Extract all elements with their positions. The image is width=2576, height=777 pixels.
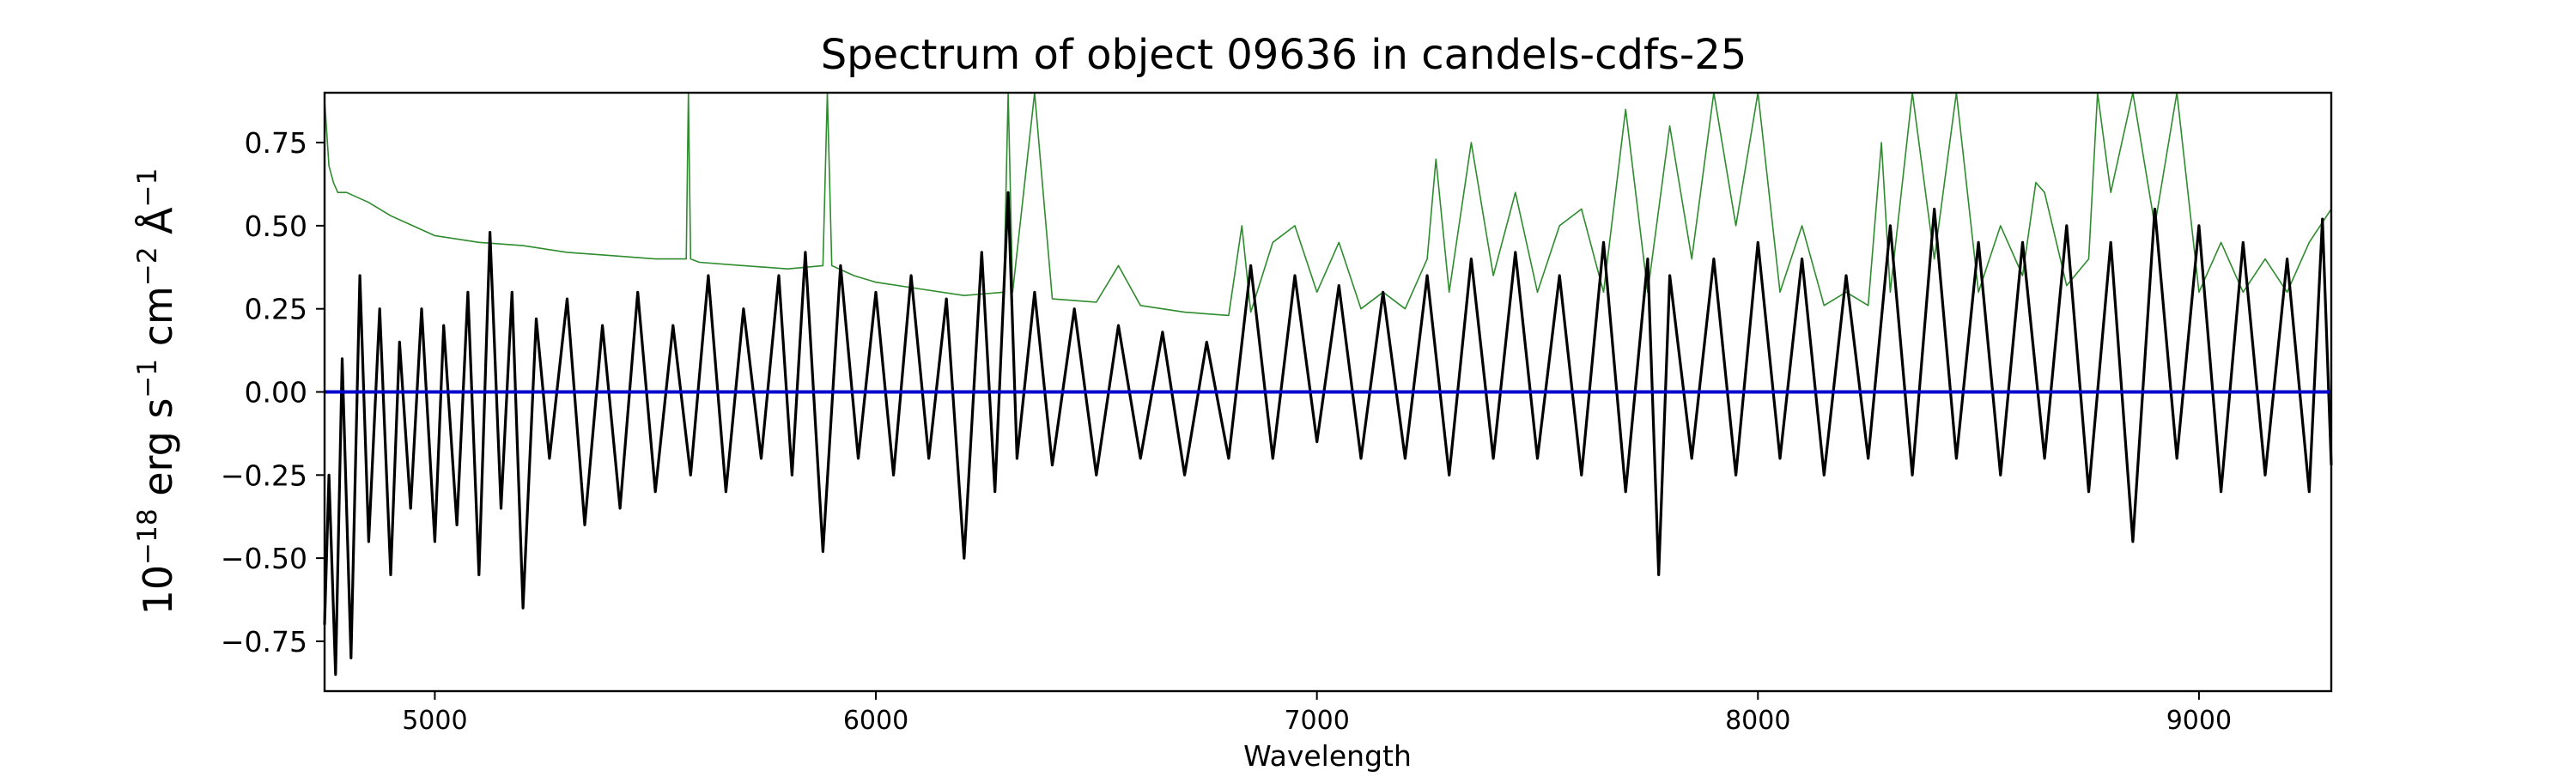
y-tick-label: 0.00 bbox=[245, 376, 307, 410]
x-ticks: 5000 6000 7000 8000 9000 bbox=[402, 691, 2232, 736]
y-tick-label: 0.75 bbox=[245, 126, 307, 160]
x-tick-label: 6000 bbox=[843, 706, 908, 736]
y-label-unit-erg-s: erg s bbox=[135, 398, 181, 509]
x-tick-label: 5000 bbox=[402, 706, 467, 736]
y-ticks: 0.75 0.50 0.25 0.00 −0.25 −0.50 −0.75 bbox=[221, 126, 325, 659]
y-tick-label: −0.25 bbox=[221, 458, 307, 492]
y-tick-label: 0.25 bbox=[245, 293, 307, 326]
y-tick-label: −0.50 bbox=[221, 542, 307, 575]
y-label-exp-1: −18 bbox=[132, 508, 163, 564]
x-tick-label: 9000 bbox=[2166, 706, 2232, 736]
chart-title: Spectrum of object 09636 in candels-cdfs… bbox=[821, 31, 1747, 79]
error-series-line bbox=[324, 92, 2332, 317]
x-axis-label: Wavelength bbox=[1243, 739, 1412, 773]
y-label-exp-4: −1 bbox=[132, 168, 163, 208]
y-label-base: 10 bbox=[135, 565, 181, 616]
x-tick-label: 7000 bbox=[1284, 706, 1349, 736]
y-tick-label: −0.75 bbox=[221, 625, 307, 659]
y-axis-label: 10−18 erg s−1 cm−2 Å−1 bbox=[132, 168, 181, 616]
flux-series-line bbox=[323, 191, 2333, 677]
y-label-unit-angstrom: Å bbox=[135, 207, 181, 247]
y-label-exp-2: −1 bbox=[132, 359, 163, 398]
y-tick-label: 0.50 bbox=[245, 209, 307, 243]
y-label-unit-cm: cm bbox=[135, 286, 181, 359]
series-layer bbox=[323, 92, 2333, 677]
x-tick-label: 8000 bbox=[1725, 706, 1790, 736]
y-label-exp-3: −2 bbox=[132, 246, 163, 286]
